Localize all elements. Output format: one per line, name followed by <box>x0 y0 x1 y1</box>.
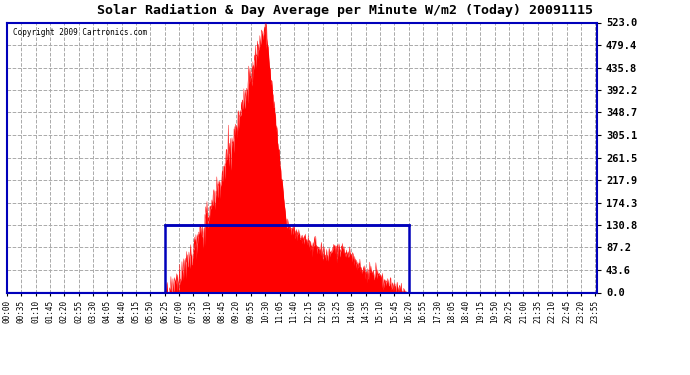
Text: Copyright 2009 Cartronics.com: Copyright 2009 Cartronics.com <box>13 28 147 37</box>
Text: Solar Radiation & Day Average per Minute W/m2 (Today) 20091115: Solar Radiation & Day Average per Minute… <box>97 4 593 17</box>
Bar <box>165 225 408 292</box>
